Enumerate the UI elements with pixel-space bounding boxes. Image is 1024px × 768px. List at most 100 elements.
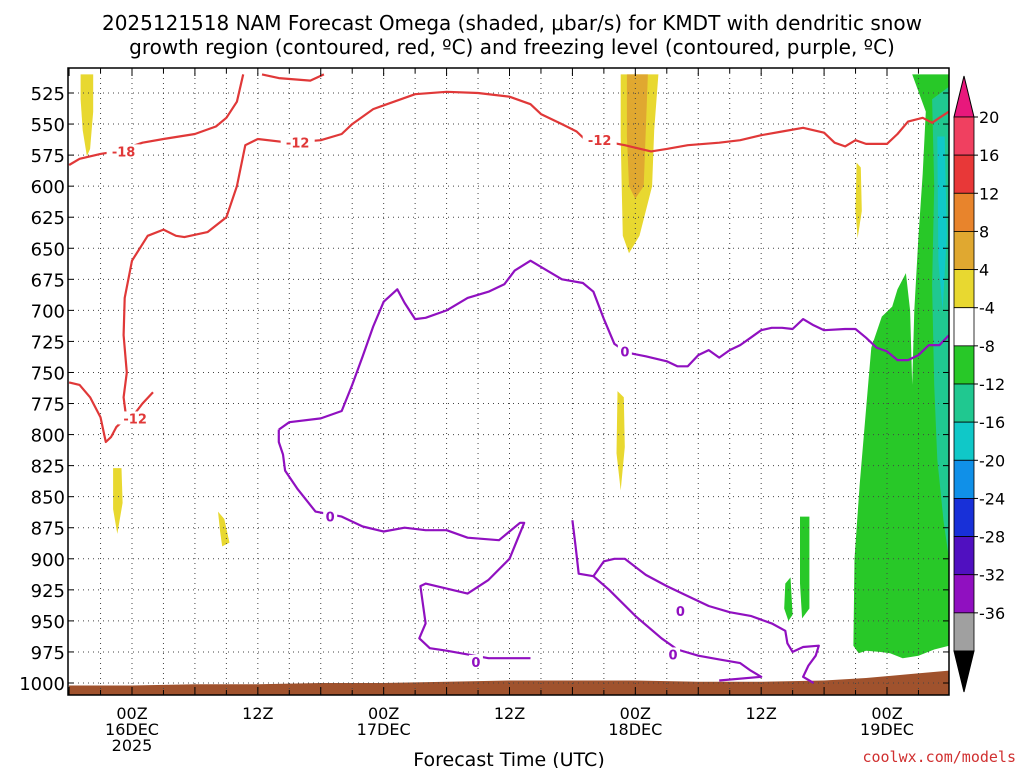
plot-background	[68, 68, 949, 695]
y-tick-label-925: 925	[31, 581, 65, 602]
chart-title-line-1: 2025121518 NAM Forecast Omega (shaded, μ…	[102, 11, 922, 35]
omega-region-3	[113, 468, 123, 534]
contour-label-bg-0	[106, 144, 141, 158]
contour-label-0: -18	[112, 145, 136, 160]
y-tick-label-700: 700	[31, 301, 65, 322]
contour-1	[261, 73, 325, 82]
omega-region-2	[626, 74, 648, 199]
colorbar-label-7: -12	[979, 375, 1005, 394]
colorbar-swatch-9	[953, 459, 975, 499]
contour-label-4: 0	[326, 511, 335, 526]
x-tick-label-0-2: 2025	[112, 736, 153, 755]
contour-label-8: 0	[669, 648, 678, 663]
x-tick-label-2-0: 00Z	[368, 704, 399, 723]
omega-region-6	[855, 162, 862, 239]
y-tick-label-525: 525	[31, 84, 65, 105]
y-tick-label-875: 875	[31, 519, 65, 540]
colorbar-swatch-10	[953, 498, 975, 537]
x-tick-label-6-1: 19DEC	[860, 720, 914, 739]
colorbar-bottom-triangle	[953, 650, 975, 693]
y-tick-label-800: 800	[31, 426, 65, 447]
colorbar-label-10: -24	[979, 489, 1005, 508]
y-tick-label-725: 725	[31, 332, 65, 353]
contour-label-5: 0	[620, 345, 629, 360]
omega-region-11	[937, 136, 947, 311]
colorbar-swatch-6	[953, 345, 975, 385]
colorbar-label-9: -20	[979, 451, 1005, 470]
colorbar-swatch-13	[953, 612, 975, 652]
contour-labels: -18 -12 -12 -12 0 0 0 0 0	[106, 133, 688, 671]
x-axis-label: Forecast Time (UTC)	[413, 749, 604, 768]
contour-label-3: -12	[123, 412, 147, 427]
colorbar-label-13: -36	[979, 604, 1005, 623]
x-tick-label-0-1: 16DEC	[105, 720, 159, 739]
y-tick-label-850: 850	[31, 488, 65, 509]
colorbar: 20 16 12 8 4 -4 -8 -12 -16 -20 -24 -28 -32 -36	[953, 75, 1005, 693]
y-tick-label-775: 775	[31, 395, 65, 416]
y-tick-label-825: 825	[31, 457, 65, 478]
contour-label-bg-1	[280, 135, 315, 149]
omega-region-0	[80, 74, 94, 157]
contour-label-bg-4	[323, 509, 338, 523]
colorbar-swatch-5	[953, 307, 975, 347]
contour-label-bg-6	[468, 654, 483, 668]
x-tick-label-0-0: 00Z	[116, 704, 147, 723]
contour-5	[277, 429, 531, 660]
y-tick-label-650: 650	[31, 239, 65, 260]
omega-region-8	[800, 516, 810, 619]
y-tick-label-1000: 1000	[19, 674, 65, 695]
omega-region-4	[218, 511, 230, 547]
colorbar-label-6: -8	[979, 337, 995, 356]
x-tick-label-6-0: 00Z	[871, 704, 902, 723]
contour-label-bg-5	[617, 344, 632, 358]
colorbar-swatch-8	[953, 421, 975, 461]
colorbar-swatch-12	[953, 574, 975, 614]
colorbar-swatch-0	[953, 116, 975, 156]
colorbar-label-1: 16	[979, 146, 999, 165]
omega-region-7	[853, 74, 949, 659]
contour-label-2: -12	[588, 134, 612, 149]
colorbar-label-12: -32	[979, 566, 1005, 585]
colorbar-label-4: 4	[979, 261, 989, 280]
contour-label-6: 0	[471, 656, 480, 671]
x-tick-label-2-1: 17DEC	[357, 720, 411, 739]
x-tick-label-4-0: 00Z	[620, 704, 651, 723]
contour-label-bg-3	[118, 411, 153, 425]
contour-4	[278, 259, 950, 431]
colorbar-label-5: -4	[979, 299, 995, 318]
colorbar-label-3: 8	[979, 222, 989, 241]
colorbar-swatch-2	[953, 192, 975, 232]
contour-0	[68, 74, 245, 166]
colorbar-top-triangle	[953, 75, 975, 118]
contours	[68, 73, 950, 684]
y-tick-label-575: 575	[31, 146, 65, 167]
y-tick-label-550: 550	[31, 115, 65, 136]
contour-label-7: 0	[676, 605, 685, 620]
contour-label-bg-7	[673, 603, 688, 617]
contour-label-bg-2	[582, 133, 617, 147]
contour-7	[592, 575, 763, 682]
contour-label-1: -12	[286, 137, 310, 152]
y-tick-label-600: 600	[31, 177, 65, 198]
colorbar-label-8: -16	[979, 413, 1005, 432]
contour-label-bg-8	[666, 647, 681, 661]
y-tick-label-950: 950	[31, 612, 65, 633]
colorbar-swatch-3	[953, 231, 975, 270]
x-tick-label-3-0: 12Z	[494, 704, 525, 723]
colorbar-swatch-1	[953, 154, 975, 194]
omega-region-9	[784, 577, 793, 621]
colorbar-swatch-7	[953, 383, 975, 423]
contour-2	[122, 90, 950, 423]
plot-area	[68, 68, 949, 695]
y-tick-label-625: 625	[31, 208, 65, 229]
contour-6	[571, 520, 820, 684]
x-tick-label-4-1: 18DEC	[608, 720, 662, 739]
colorbar-label-2: 12	[979, 184, 999, 203]
credit-text: coolwx.com/models	[862, 748, 1016, 766]
colorbar-label-11: -28	[979, 528, 1005, 547]
y-tick-label-900: 900	[31, 550, 65, 571]
axes: 525 550 575 600 625 650 675 700 725 750 775 800 825 8…	[19, 67, 950, 755]
colorbar-label-0: 20	[979, 108, 999, 127]
x-tick-label-5-0: 12Z	[746, 704, 777, 723]
